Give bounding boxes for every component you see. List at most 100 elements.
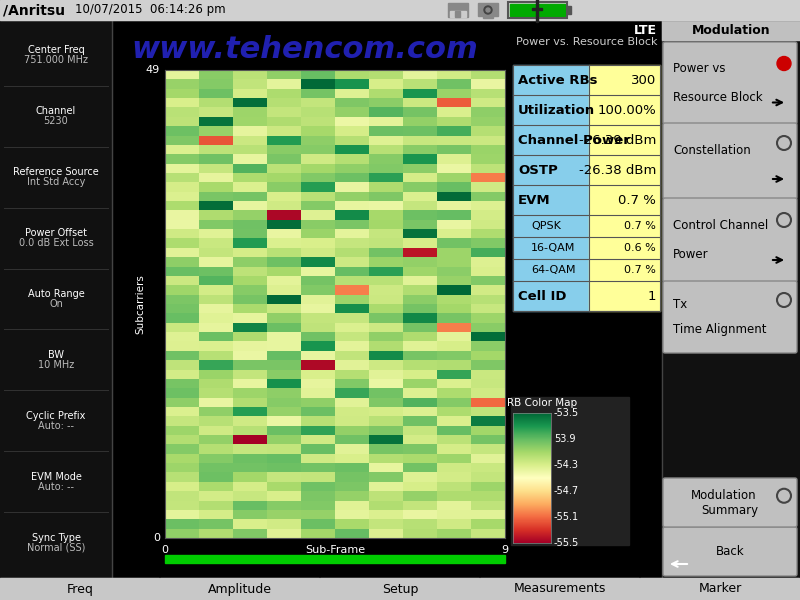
Text: Marker: Marker [698,583,742,595]
Bar [589,155,660,185]
FancyBboxPatch shape [663,527,797,576]
Bar [508,2,567,18]
Text: Auto Range: Auto Range [28,289,84,299]
FancyBboxPatch shape [663,42,797,124]
Text: Modulation: Modulation [692,23,770,37]
Text: 9: 9 [502,545,509,555]
Text: 0.7 %: 0.7 % [618,193,656,206]
Text: Cell ID: Cell ID [518,289,566,302]
Text: Subcarriers: Subcarriers [135,274,145,334]
Bar [589,65,660,95]
Bar [450,11,466,17]
Bar [662,20,800,578]
Bar [513,95,589,125]
Text: Amplitude: Amplitude [208,583,272,595]
Text: Tx: Tx [673,298,687,311]
Text: 0: 0 [153,533,160,543]
Bar [320,578,479,600]
Bar [513,215,589,237]
Text: RB Color Map: RB Color Map [507,398,577,408]
Text: Center Freq: Center Freq [28,46,84,55]
Text: -26.38 dBm: -26.38 dBm [578,163,656,176]
Text: Sub-Frame: Sub-Frame [305,545,365,555]
Text: Sync Type: Sync Type [31,533,81,542]
Text: BW: BW [48,350,64,360]
Bar [513,125,589,155]
Text: -55.5: -55.5 [554,538,579,548]
Text: 751.000 MHz: 751.000 MHz [24,55,88,65]
Text: -26.39 dBm: -26.39 dBm [578,133,656,146]
FancyBboxPatch shape [663,281,797,353]
Text: 100.00%: 100.00% [598,103,656,116]
Text: 49: 49 [146,65,160,75]
Bar [589,215,660,237]
Text: 10 MHz: 10 MHz [38,360,74,370]
Text: 5230: 5230 [44,116,68,127]
Bar [511,397,629,545]
Text: Back: Back [716,545,744,558]
Text: Int Std Accy: Int Std Accy [27,177,85,187]
Bar [589,95,660,125]
Text: /Anritsu: /Anritsu [3,3,65,17]
Circle shape [486,8,490,12]
Bar [165,555,505,563]
Text: 0.6 %: 0.6 % [624,243,656,253]
Text: Channel: Channel [36,106,76,116]
Text: EVM: EVM [518,193,550,206]
Bar [448,3,468,17]
FancyBboxPatch shape [663,478,797,527]
Bar [513,65,589,95]
Text: -54.7: -54.7 [554,486,579,496]
Bar [589,125,660,155]
Text: Constellation: Constellation [673,143,750,157]
Circle shape [484,6,492,14]
Text: Active RBs: Active RBs [518,73,598,86]
Bar [480,578,639,600]
Bar [589,259,660,281]
Bar [536,0,538,22]
Bar [513,259,589,281]
Bar [510,4,565,16]
Text: Cyclic Prefix: Cyclic Prefix [26,411,86,421]
Text: EVM Mode: EVM Mode [30,472,82,482]
Text: Auto: --: Auto: -- [38,421,74,431]
Text: 0.7 %: 0.7 % [624,265,656,275]
Bar [513,155,589,185]
Text: 0.7 %: 0.7 % [624,221,656,231]
Text: 64-QAM: 64-QAM [531,265,575,275]
Text: Setup: Setup [382,583,418,595]
Bar [567,6,571,14]
Text: Control Channel: Control Channel [673,219,768,232]
Text: Summary: Summary [702,504,758,517]
Bar [478,3,498,16]
Text: Normal (SS): Normal (SS) [27,542,85,553]
Text: Auto: --: Auto: -- [38,482,74,491]
Bar [0,0,800,20]
Text: 16-QAM: 16-QAM [531,243,575,253]
Text: OSTP: OSTP [518,163,558,176]
FancyBboxPatch shape [663,198,797,282]
Bar [589,237,660,259]
Text: Power vs: Power vs [673,62,726,76]
Bar [589,281,660,311]
Bar [513,281,589,311]
Text: 0: 0 [162,545,169,555]
Text: -54.3: -54.3 [554,460,579,470]
Text: Resource Block: Resource Block [673,91,762,104]
Text: LTE: LTE [634,23,657,37]
Text: -53.5: -53.5 [554,408,579,418]
Bar [640,578,799,600]
Bar [532,8,542,10]
Text: Power Offset: Power Offset [25,228,87,238]
Text: 53.9: 53.9 [554,434,575,444]
Text: Channel Power: Channel Power [518,133,630,146]
Bar [483,14,493,18]
Text: 10/07/2015  06:14:26 pm: 10/07/2015 06:14:26 pm [75,4,226,16]
Text: 1: 1 [647,289,656,302]
Text: Power: Power [673,248,709,261]
Bar [0,20,112,578]
Text: Power vs. Resource Block: Power vs. Resource Block [515,37,657,47]
Text: Modulation: Modulation [691,489,757,502]
Bar [662,20,800,40]
Text: 300: 300 [630,73,656,86]
